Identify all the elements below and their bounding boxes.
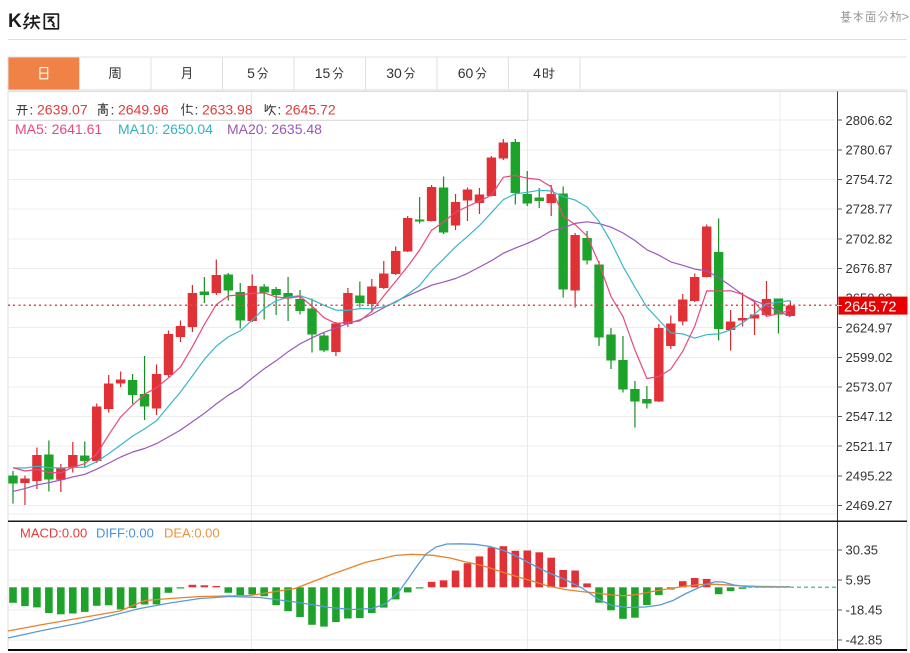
svg-text:2728.77: 2728.77	[846, 202, 893, 217]
svg-text:2469.27: 2469.27	[846, 498, 893, 513]
svg-text:MA10: 2650.04: MA10: 2650.04	[118, 121, 213, 137]
svg-text:30.35: 30.35	[846, 543, 879, 558]
svg-text:2649.96: 2649.96	[118, 101, 169, 117]
svg-text:2599.02: 2599.02	[846, 350, 893, 365]
svg-text::: :	[195, 101, 199, 117]
svg-text:4: 4	[533, 65, 541, 81]
svg-text:2521.17: 2521.17	[846, 439, 893, 454]
svg-text:2495.22: 2495.22	[846, 468, 893, 483]
svg-text:2547.12: 2547.12	[846, 409, 893, 424]
svg-text:DEA:0.00: DEA:0.00	[164, 526, 220, 541]
svg-text:MA5: 2641.61: MA5: 2641.61	[15, 121, 102, 137]
svg-text:30: 30	[386, 65, 402, 81]
svg-text:2645.72: 2645.72	[285, 101, 336, 117]
svg-text:MA20: 2635.48: MA20: 2635.48	[227, 121, 322, 137]
svg-text::: :	[278, 101, 282, 117]
svg-text:2806.62: 2806.62	[846, 113, 893, 128]
svg-text:15: 15	[315, 65, 331, 81]
svg-text:60: 60	[458, 65, 474, 81]
svg-text:2633.98: 2633.98	[202, 101, 253, 117]
svg-text:2645.72: 2645.72	[844, 299, 896, 315]
svg-text:2702.82: 2702.82	[846, 231, 893, 246]
svg-text:2676.87: 2676.87	[846, 261, 893, 276]
svg-text::: :	[111, 101, 115, 117]
svg-text:2573.07: 2573.07	[846, 380, 893, 395]
svg-text:2624.97: 2624.97	[846, 320, 893, 335]
svg-text:5.95: 5.95	[846, 573, 871, 588]
svg-text:-18.45: -18.45	[846, 603, 883, 618]
svg-text::: :	[30, 101, 34, 117]
svg-text:>: >	[902, 9, 910, 24]
svg-text:2754.72: 2754.72	[846, 172, 893, 187]
svg-text:2639.07: 2639.07	[37, 101, 88, 117]
svg-text:-42.85: -42.85	[846, 632, 883, 647]
svg-text:DIFF:0.00: DIFF:0.00	[96, 526, 154, 541]
svg-text:2780.67: 2780.67	[846, 142, 893, 157]
svg-text:K: K	[8, 11, 22, 32]
svg-text:MACD:0.00: MACD:0.00	[20, 526, 87, 541]
svg-text:5: 5	[247, 65, 255, 81]
